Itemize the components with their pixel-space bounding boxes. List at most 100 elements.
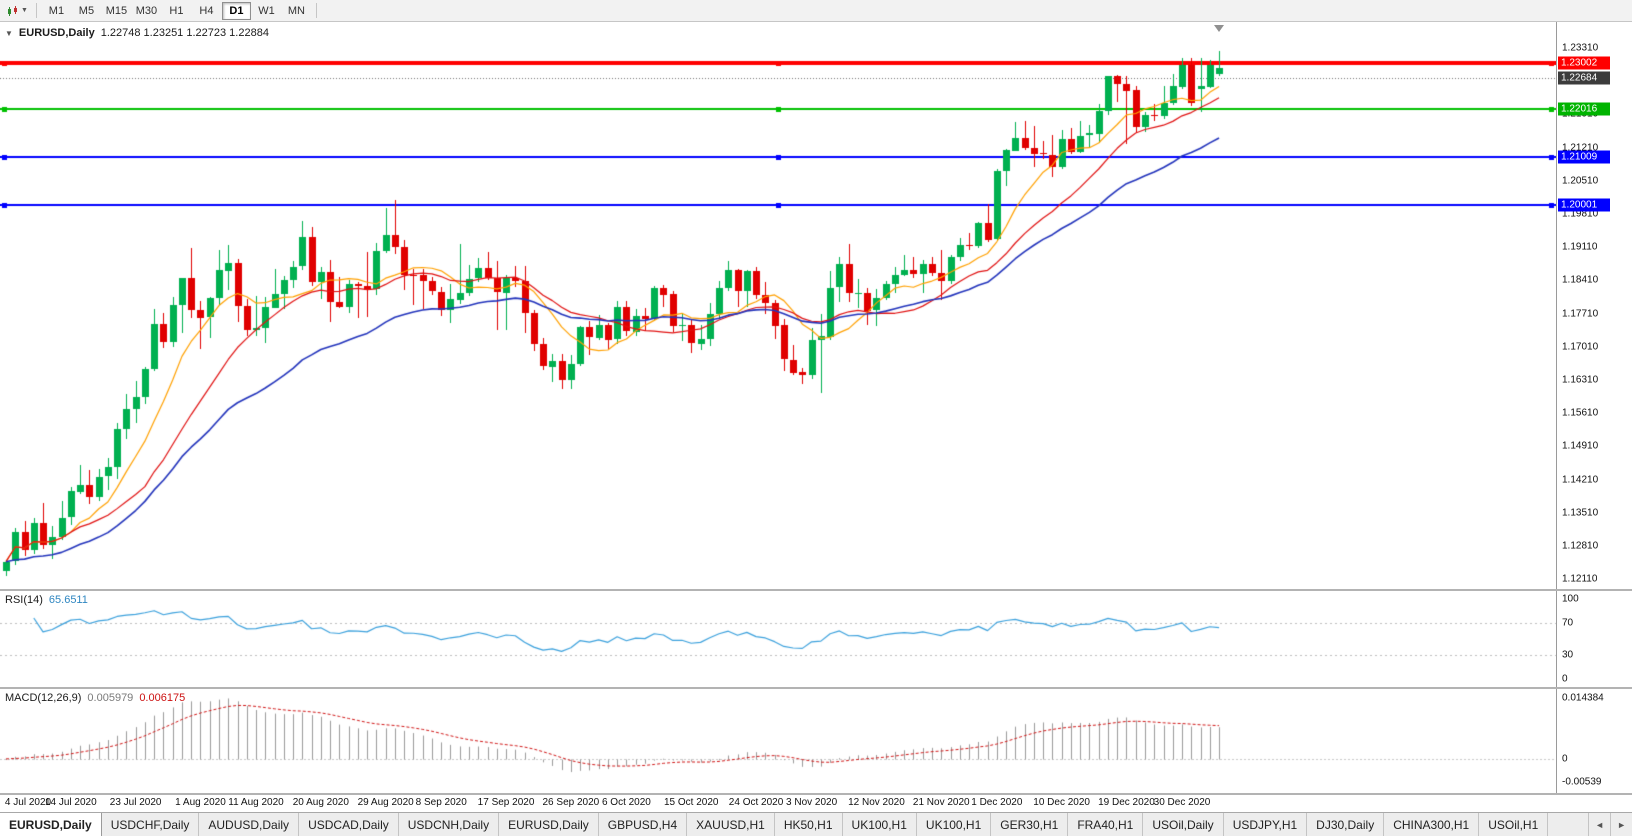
- timeframe-buttons-group: M1 M5 M15 M30 H1 H4 D1 W1 MN: [42, 1, 311, 20]
- price-badge: 1.21009: [1558, 150, 1610, 164]
- timeframe-button-w1[interactable]: W1: [258, 4, 275, 17]
- time-axis-label: 1 Dec 2020: [971, 797, 1023, 808]
- chart-tab-dj30-daily[interactable]: DJ30,Daily: [1307, 813, 1385, 836]
- chart-shift-marker-icon[interactable]: [1214, 25, 1224, 32]
- macd-panel-canvas[interactable]: [0, 689, 1556, 793]
- macd-axis-label: 0: [1562, 753, 1568, 765]
- rsi-axis-label: 100: [1562, 593, 1579, 605]
- price-axis-label: 1.21210: [1562, 142, 1599, 154]
- chart-periods-button[interactable]: ▼: [4, 4, 31, 18]
- price-axis-label: 1.15610: [1562, 407, 1599, 419]
- macd-axis-label: 0.014384: [1562, 692, 1604, 704]
- chart-tab-gbpusd-h4[interactable]: GBPUSD,H4: [598, 813, 688, 836]
- price-badge: 1.23002: [1558, 56, 1610, 70]
- rsi-axis[interactable]: 100 70 30 0: [1556, 591, 1632, 687]
- timeframe-button-m1[interactable]: M1: [48, 4, 65, 17]
- main-chart-canvas[interactable]: [0, 22, 1556, 589]
- chart-tab-usdcnh-daily[interactable]: USDCNH,Daily: [398, 813, 500, 836]
- price-axis-label: 1.19110: [1562, 241, 1598, 253]
- chart-tab-eurusd-daily[interactable]: EURUSD,Daily: [0, 813, 102, 836]
- time-axis-label: 29 Aug 2020: [357, 797, 414, 808]
- time-axis-label: 6 Oct 2020: [601, 797, 651, 808]
- price-badge: 1.22016: [1558, 102, 1610, 116]
- timeframe-button-m30[interactable]: M30: [135, 4, 158, 17]
- panel-separator[interactable]: [0, 687, 1632, 689]
- price-axis-label: 1.12110: [1562, 573, 1598, 585]
- chart-tab-usoil-daily[interactable]: USOil,Daily: [1143, 813, 1224, 836]
- time-axis-label: 23 Jul 2020: [109, 797, 162, 808]
- candlestick-chart-icon: [8, 5, 17, 16]
- toolbar-separator: [315, 3, 317, 18]
- toolbar-separator: [35, 3, 37, 18]
- time-axis-label: 12 Nov 2020: [848, 797, 905, 808]
- rsi-axis-label: 0: [1562, 673, 1568, 685]
- price-axis-label: 1.20510: [1562, 175, 1599, 187]
- rsi-value-text: 65.6511: [48, 594, 88, 606]
- chart-tab-usdcad-daily[interactable]: USDCAD,Daily: [299, 813, 399, 836]
- time-axis-label: 1 Aug 2020: [175, 797, 226, 808]
- time-axis-label: 21 Nov 2020: [912, 797, 970, 808]
- time-axis-label: 11 Aug 2020: [228, 797, 284, 808]
- time-axis-label: 17 Sep 2020: [477, 797, 535, 808]
- rsi-panel-canvas[interactable]: [0, 591, 1556, 687]
- chart-tab-hk50-h1[interactable]: HK50,H1: [774, 813, 843, 836]
- chart-tab-uk100-h1[interactable]: UK100,H1: [916, 813, 992, 836]
- timeframe-button-h1[interactable]: H1: [169, 4, 184, 17]
- rsi-axis-label: 70: [1562, 617, 1574, 629]
- macd-label-text: MACD(12,26,9): [5, 692, 82, 704]
- tab-scroll-left-button[interactable]: ◄: [1588, 813, 1611, 836]
- rsi-axis-label: 30: [1562, 649, 1574, 661]
- price-axis-label: 1.14910: [1562, 440, 1599, 452]
- price-badge: 1.20001: [1558, 198, 1610, 212]
- time-axis-label: 24 Oct 2020: [728, 797, 784, 808]
- timeframe-button-d1[interactable]: D1: [221, 1, 251, 20]
- rsi-indicator-label: RSI(14) 65.6511: [5, 594, 88, 606]
- chart-tab-eurusd-daily[interactable]: EURUSD,Daily: [499, 813, 599, 836]
- price-axis[interactable]: 1.233101.226101.219101.212101.205101.198…: [1556, 22, 1632, 589]
- price-axis-label: 1.14210: [1562, 474, 1599, 486]
- panel-separator[interactable]: [0, 589, 1632, 591]
- chart-tab-uk100-h1[interactable]: UK100,H1: [842, 813, 917, 836]
- time-axis-label: 14 Jul 2020: [44, 797, 97, 808]
- tab-scroll-right-button[interactable]: ►: [1610, 813, 1632, 836]
- macd-signal-value: 0.006175: [139, 692, 186, 704]
- time-axis-label: 3 Nov 2020: [786, 797, 838, 808]
- chart-tab-usoil-h1[interactable]: USOil,H1: [1479, 813, 1549, 836]
- price-axis-label: 1.13510: [1562, 507, 1599, 519]
- price-axis-label: 1.18410: [1562, 274, 1599, 286]
- time-axis-label: 15 Oct 2020: [663, 797, 719, 808]
- price-axis-label: 1.19810: [1562, 208, 1599, 220]
- chart-tab-fra40-h1[interactable]: FRA40,H1: [1068, 813, 1144, 836]
- rsi-label-text: RSI(14): [5, 594, 43, 606]
- time-axis-label: 8 Sep 2020: [415, 797, 467, 808]
- macd-axis[interactable]: 0.014384 0 -0.00539: [1556, 689, 1632, 793]
- timeframe-button-m15[interactable]: M15: [105, 4, 128, 17]
- time-axis[interactable]: 4 Jul 2020 14 Jul 2020 23 Jul 2020 1 Aug 20…: [0, 795, 1556, 812]
- chart-title: ▼ EURUSD,Daily 1.22748 1.23251 1.22723 1…: [5, 27, 269, 39]
- macd-axis-label: -0.00539: [1562, 776, 1602, 788]
- timeframe-button-m5[interactable]: M5: [78, 4, 95, 17]
- timeframe-button-h4[interactable]: H4: [199, 4, 214, 17]
- chart-tab-china300-h1[interactable]: CHINA300,H1: [1384, 813, 1480, 836]
- macd-indicator-label: MACD(12,26,9) 0.005979 0.006175: [5, 692, 185, 704]
- timeframe-button-mn[interactable]: MN: [287, 4, 305, 17]
- chart-tab-audusd-daily[interactable]: AUDUSD,Daily: [199, 813, 300, 836]
- price-axis-label: 1.16310: [1562, 374, 1599, 386]
- price-badge: 1.22684: [1558, 71, 1610, 85]
- chart-tab-xauusd-h1[interactable]: XAUUSD,H1: [687, 813, 775, 836]
- tab-bar-spacer: [1548, 813, 1588, 836]
- chart-symbol-period: EURUSD,Daily: [18, 27, 95, 39]
- macd-main-value: 0.005979: [87, 692, 134, 704]
- time-axis-label: 10 Dec 2020: [1033, 797, 1090, 808]
- chart-ohlc-values: 1.22748 1.23251 1.22723 1.22884: [100, 27, 269, 39]
- timeframes-toolbar: ▼ M1 M5 M15 M30 H1 H4 D1 W1 MN: [0, 0, 1632, 22]
- chart-tab-usdchf-daily[interactable]: USDCHF,Daily: [101, 813, 200, 836]
- panel-separator: [0, 793, 1632, 795]
- one-click-trading-arrow-icon[interactable]: ▼: [5, 28, 13, 38]
- dropdown-caret-icon: ▼: [21, 7, 28, 14]
- chart-tab-ger30-h1[interactable]: GER30,H1: [991, 813, 1069, 836]
- time-axis-label: 26 Sep 2020: [542, 797, 600, 808]
- chart-tab-usdjpy-h1[interactable]: USDJPY,H1: [1223, 813, 1308, 836]
- time-axis-label: 20 Aug 2020: [292, 797, 349, 808]
